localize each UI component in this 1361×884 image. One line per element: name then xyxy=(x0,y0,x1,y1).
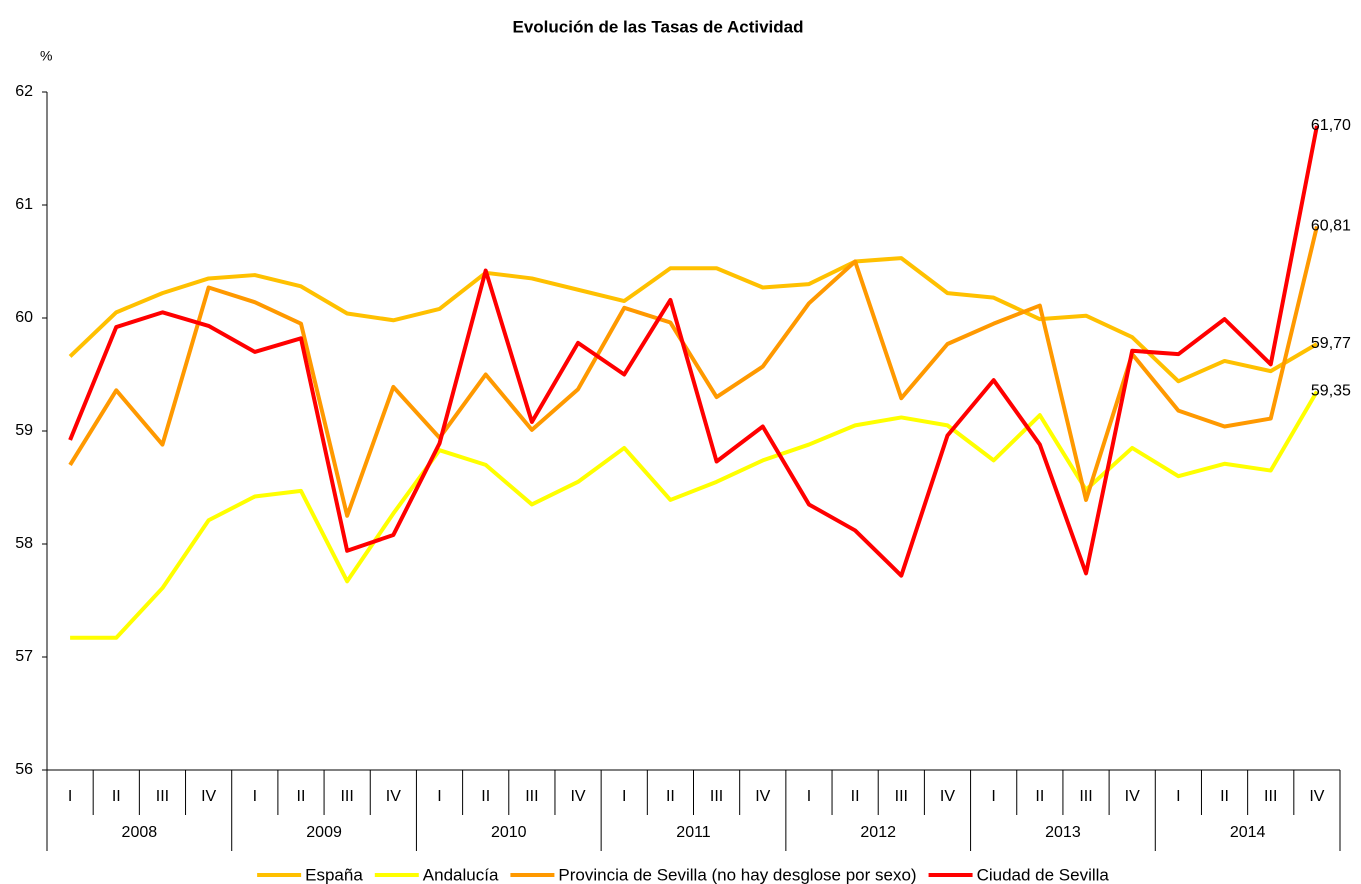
data-label: 61,70 xyxy=(1311,117,1351,134)
x-tick-label: IV xyxy=(1125,788,1140,805)
x-tick-label: III xyxy=(895,788,908,805)
x-tick-label: II xyxy=(851,788,860,805)
year-label: 2011 xyxy=(676,824,711,841)
x-tick-label: II xyxy=(666,788,675,805)
legend-label: Provincia de Sevilla (no hay desglose po… xyxy=(558,865,916,884)
year-label: 2010 xyxy=(491,824,527,841)
x-tick-label: I xyxy=(807,788,811,805)
x-tick-label: II xyxy=(297,788,306,805)
x-tick-label: III xyxy=(525,788,538,805)
series-line xyxy=(70,390,1319,640)
x-tick-label: III xyxy=(1079,788,1092,805)
y-tick-label: 60 xyxy=(15,309,33,326)
x-tick-label: I xyxy=(991,788,995,805)
y-tick-label: 62 xyxy=(15,83,33,100)
x-tick-label: I xyxy=(1176,788,1180,805)
x-tick-label: II xyxy=(1035,788,1044,805)
legend-label: Andalucía xyxy=(423,865,499,884)
x-tick-label: IV xyxy=(570,788,585,805)
x-tick-label: II xyxy=(1220,788,1229,805)
legend-label: España xyxy=(305,865,363,884)
x-tick-label: IV xyxy=(755,788,770,805)
y-tick-label: 59 xyxy=(15,422,33,439)
series-line xyxy=(68,226,1319,518)
x-tick-label: IV xyxy=(1309,788,1324,805)
x-tick-label: I xyxy=(253,788,257,805)
y-tick-label: 58 xyxy=(15,535,33,552)
data-label: 59,77 xyxy=(1311,335,1351,352)
y-tick-label: 57 xyxy=(15,648,33,665)
x-tick-label: III xyxy=(1264,788,1277,805)
x-tick-label: II xyxy=(481,788,490,805)
year-label: 2009 xyxy=(306,824,342,841)
x-tick-label: IV xyxy=(940,788,955,805)
x-tick-label: I xyxy=(68,788,72,805)
legend-label: Ciudad de Sevilla xyxy=(977,865,1110,884)
chart-title: Evolución de las Tasas de Actividad xyxy=(513,17,804,36)
y-tick-label: 61 xyxy=(15,196,33,213)
x-tick-label: III xyxy=(156,788,169,805)
y-tick-label: 56 xyxy=(15,761,33,778)
year-label: 2014 xyxy=(1230,824,1266,841)
year-label: 2008 xyxy=(122,824,158,841)
x-tick-label: III xyxy=(710,788,723,805)
x-tick-label: I xyxy=(622,788,626,805)
x-tick-label: II xyxy=(112,788,121,805)
data-label: 60,81 xyxy=(1311,218,1351,235)
data-label: 59,35 xyxy=(1311,383,1351,400)
series-line xyxy=(68,256,1318,384)
year-label: 2012 xyxy=(860,824,896,841)
y-axis-label: % xyxy=(40,48,52,64)
year-label: 2013 xyxy=(1045,824,1081,841)
x-tick-label: I xyxy=(437,788,441,805)
series-line xyxy=(68,125,1319,578)
x-tick-label: IV xyxy=(386,788,401,805)
x-tick-label: III xyxy=(340,788,353,805)
x-tick-label: IV xyxy=(201,788,216,805)
